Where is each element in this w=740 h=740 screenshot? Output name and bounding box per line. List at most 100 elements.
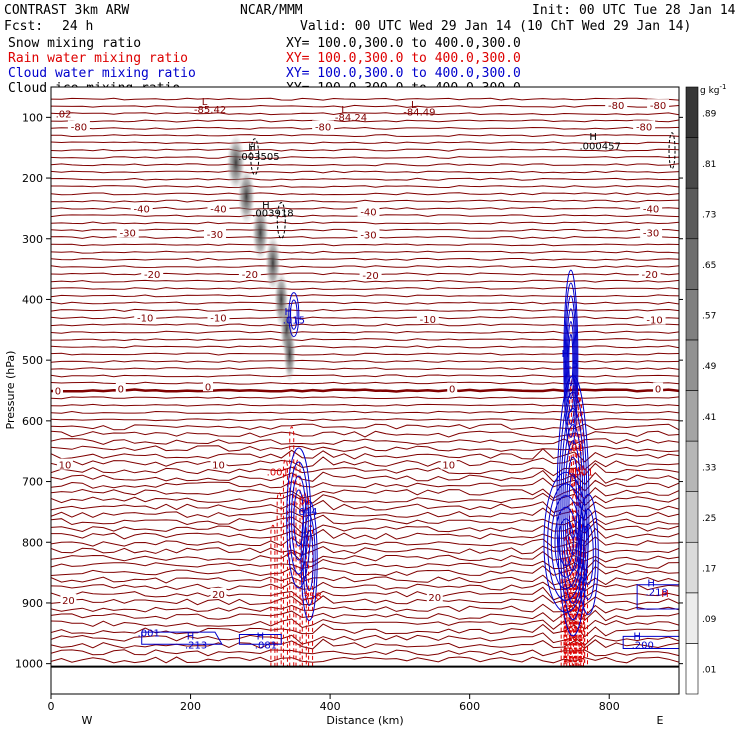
field-annotation: L — [202, 97, 208, 108]
fcst-value: 24 h — [62, 19, 93, 34]
legend-snow: Snow mixing ratio — [8, 36, 141, 51]
field-annotation: H — [187, 631, 195, 642]
cloud-water-contour — [564, 282, 578, 438]
legend-rain: Rain water mixing ratio — [8, 51, 188, 66]
contour-label-bg — [647, 99, 670, 111]
field-annotation: .213 — [185, 640, 207, 651]
x-axis-label: Distance (km) — [326, 714, 403, 727]
isotherm-line — [51, 301, 679, 305]
isotherm-line — [51, 551, 679, 563]
isotherm-label: -10 — [210, 314, 226, 325]
isotherm-label: 0 — [205, 382, 211, 393]
cloud-water-contour — [563, 269, 579, 451]
isotherm-label: 10 — [212, 461, 225, 472]
isotherm-line — [51, 603, 679, 618]
field-annotation: H — [248, 143, 256, 154]
cloud-water-contour — [543, 471, 589, 613]
y-tick-label: 300 — [22, 233, 43, 246]
cloud-ice-contour — [276, 202, 286, 240]
isotherm-label: 0 — [449, 385, 455, 396]
cloud-ice-contours — [250, 132, 676, 240]
isotherm-line — [51, 448, 679, 463]
isotherm-line — [51, 632, 679, 646]
isotherm-line — [51, 623, 679, 638]
cloud-water-contour — [567, 321, 575, 400]
colorbar-swatch — [685, 339, 699, 391]
cloud-water-contour — [547, 483, 585, 602]
colorbar-label: .57 — [702, 312, 716, 322]
center-title: NCAR/MMM — [240, 3, 303, 18]
isotherm-label: -20 — [642, 270, 658, 281]
contour-label-bg — [134, 311, 157, 323]
y-tick-label: 500 — [22, 354, 43, 367]
cloud-water-contour — [562, 424, 584, 588]
isotherm-line — [51, 423, 679, 431]
isotherm-line — [51, 97, 679, 101]
cloud-water-contour — [554, 506, 578, 578]
colorbar-swatch — [685, 440, 699, 492]
contour-label-bg — [115, 382, 126, 394]
colorbar-label: .01 — [702, 666, 716, 676]
colorbar-label: .81 — [702, 160, 716, 170]
cloud-water-contour — [558, 391, 588, 621]
colorbar-swatch — [685, 137, 699, 189]
contour-label-bg — [440, 458, 457, 470]
contour-label-bg — [638, 267, 661, 279]
cloud-water-contour — [566, 308, 576, 413]
field-annotation: .200 — [632, 640, 654, 651]
field-annotation: 1.5 — [562, 359, 578, 370]
isotherm-line — [51, 185, 679, 189]
cloud-ice-contour — [668, 132, 676, 170]
isotherm-line — [51, 462, 679, 477]
field-annotation: .001 — [267, 467, 289, 478]
isotherm-line — [51, 199, 679, 203]
isotherm-line — [51, 618, 679, 630]
field-annotation: H — [633, 631, 641, 642]
cloud-ice-contour — [250, 138, 260, 176]
isotherm-label: -30 — [120, 229, 136, 240]
isotherm-line — [51, 438, 679, 445]
isotherm-line — [51, 396, 679, 400]
model-title: CONTRAST 3km ARW — [4, 3, 129, 18]
x-tick-label: 400 — [320, 700, 341, 713]
cloud-water-contour — [304, 529, 314, 591]
colorbar-swatch — [685, 390, 699, 442]
contour-label-bg — [416, 312, 439, 324]
x-tick-label: 200 — [180, 700, 201, 713]
isotherm-line — [51, 250, 679, 254]
cloud-water-contour — [582, 523, 594, 585]
contour-label-bg — [207, 202, 230, 214]
isotherm-label: -40 — [134, 204, 150, 215]
contour-label-bg — [426, 590, 443, 602]
contour-label-bg — [640, 226, 663, 238]
contour-label-bg — [653, 382, 664, 394]
cloud-water-contour — [580, 508, 597, 600]
snow-shade-cell — [283, 326, 296, 383]
colorbar-label: .17 — [702, 565, 716, 575]
isotherm-line — [51, 243, 679, 247]
colorbar-label: .49 — [702, 362, 717, 372]
cloud-water-contour — [636, 584, 679, 610]
rain-contour — [270, 524, 276, 667]
cloud-water-contour — [566, 456, 580, 556]
x-tick-label: 600 — [459, 700, 480, 713]
field-annotation: .644 — [295, 507, 317, 518]
field-annotation: .02 — [56, 109, 72, 120]
isotherm-label: -80 — [608, 101, 624, 112]
isotherm-label: -10 — [646, 315, 662, 326]
y-tick-label: 700 — [22, 476, 43, 489]
rain-contour — [289, 426, 295, 667]
isotherm-line — [51, 499, 679, 513]
colorbar-swatch — [685, 592, 699, 644]
isotherm-label: -20 — [242, 270, 258, 281]
isotherm-line — [51, 487, 679, 500]
field-annotations: L-85.42.02 L-84.24L-84.49H.003505H.000457… — [56, 97, 669, 651]
isotherm-line — [51, 192, 679, 196]
field-annotation: -84.49 — [403, 108, 435, 119]
isotherm-line — [51, 221, 679, 225]
isotherm-label: -40 — [360, 207, 376, 218]
isotherm-line — [51, 545, 679, 556]
field-annotation: .358 — [299, 591, 321, 602]
